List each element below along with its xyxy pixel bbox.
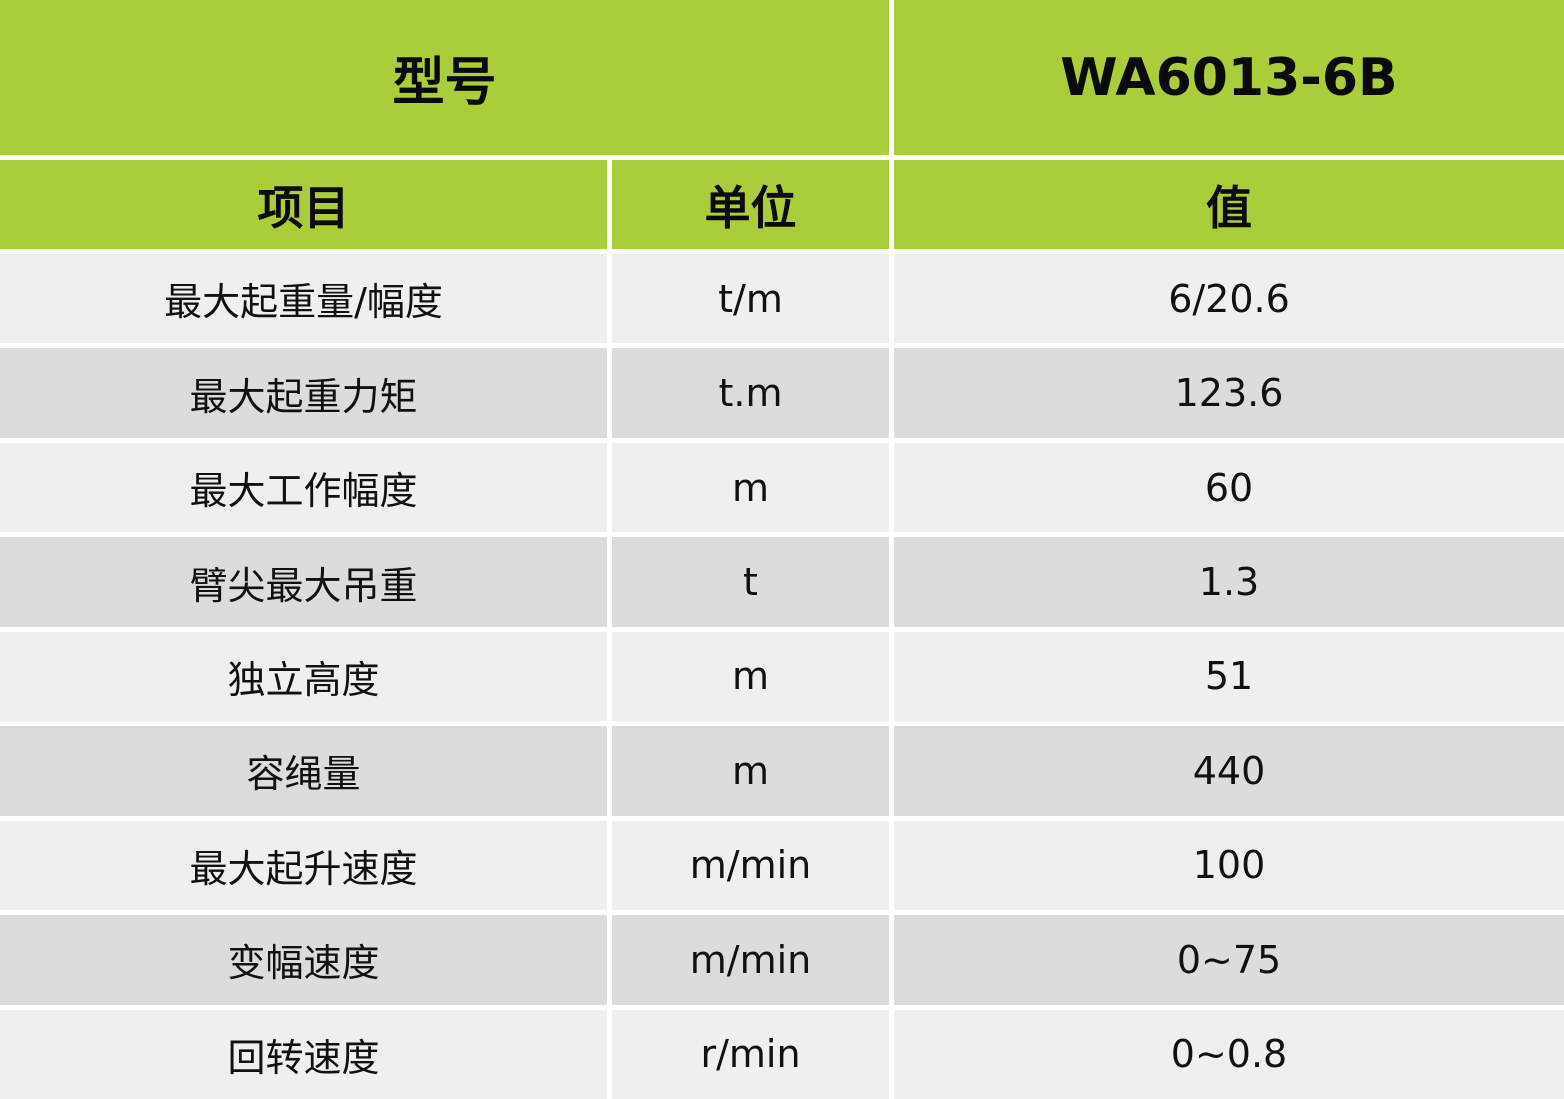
table-cell-item: 最大起升速度 bbox=[0, 820, 607, 911]
table-cell-unit: m bbox=[612, 442, 889, 533]
table-cell-value: 0~0.8 bbox=[894, 1009, 1564, 1099]
table-cell-value: 1.3 bbox=[894, 537, 1564, 627]
table-cell-value: 51 bbox=[894, 631, 1564, 722]
table-cell-value: 60 bbox=[894, 442, 1564, 533]
table-cell-unit: r/min bbox=[612, 1009, 889, 1099]
model-value: WA6013-6B bbox=[894, 0, 1564, 155]
table-cell-value: 100 bbox=[894, 820, 1564, 911]
table-cell-item: 容绳量 bbox=[0, 726, 607, 816]
table-cell-value: 123.6 bbox=[894, 348, 1564, 438]
table-cell-unit: m/min bbox=[612, 915, 889, 1005]
table-cell-unit: m bbox=[612, 631, 889, 722]
table-cell-item: 变幅速度 bbox=[0, 915, 607, 1005]
table-cell-unit: t/m bbox=[612, 254, 889, 344]
column-header-value: 值 bbox=[894, 160, 1564, 249]
table-cell-unit: t.m bbox=[612, 348, 889, 438]
table-cell-unit: m bbox=[612, 726, 889, 816]
table-cell-value: 6/20.6 bbox=[894, 254, 1564, 344]
table-cell-item: 回转速度 bbox=[0, 1009, 607, 1099]
table-cell-item: 臂尖最大吊重 bbox=[0, 537, 607, 627]
table-cell-item: 独立高度 bbox=[0, 631, 607, 722]
column-header-unit: 单位 bbox=[612, 160, 889, 249]
table-cell-value: 0~75 bbox=[894, 915, 1564, 1005]
table-cell-item: 最大起重量/幅度 bbox=[0, 254, 607, 344]
table-cell-unit: t bbox=[612, 537, 889, 627]
column-header-item: 项目 bbox=[0, 160, 607, 249]
table-cell-value: 440 bbox=[894, 726, 1564, 816]
table-cell-item: 最大工作幅度 bbox=[0, 442, 607, 533]
table-cell-unit: m/min bbox=[612, 820, 889, 911]
model-label: 型号 bbox=[0, 0, 889, 155]
table-cell-item: 最大起重力矩 bbox=[0, 348, 607, 438]
